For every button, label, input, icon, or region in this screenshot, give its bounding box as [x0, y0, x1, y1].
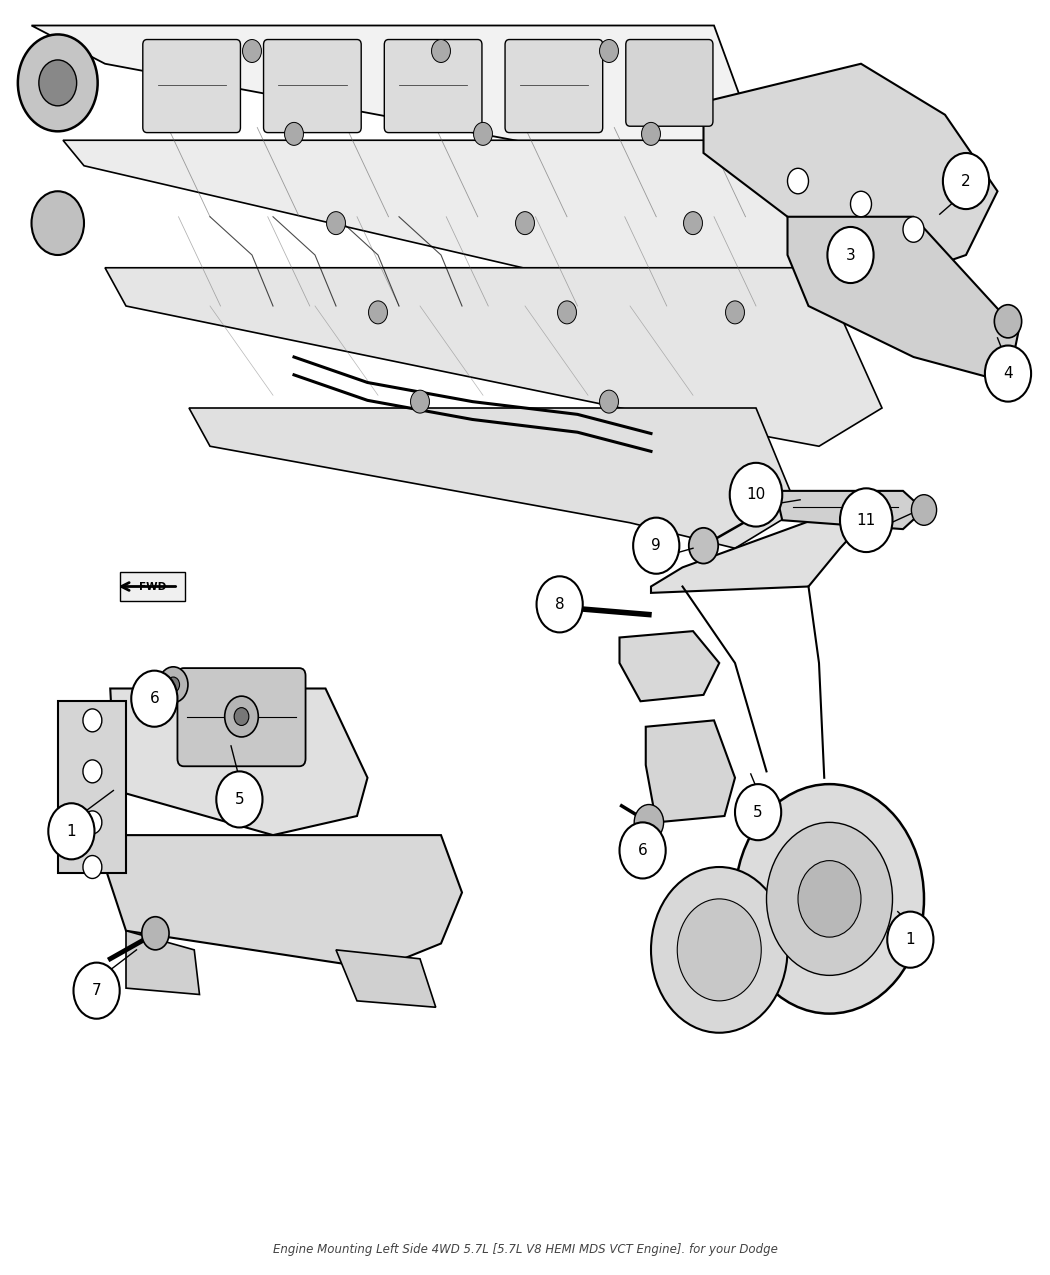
- Polygon shape: [110, 688, 368, 835]
- Circle shape: [32, 191, 84, 255]
- Text: 2: 2: [961, 173, 971, 189]
- Circle shape: [827, 227, 874, 283]
- Circle shape: [83, 811, 102, 834]
- Circle shape: [74, 963, 120, 1019]
- Circle shape: [620, 822, 666, 878]
- Circle shape: [83, 760, 102, 783]
- Text: Engine Mounting Left Side 4WD 5.7L [5.7L V8 HEMI MDS VCT Engine]. for your Dodge: Engine Mounting Left Side 4WD 5.7L [5.7L…: [273, 1243, 777, 1256]
- Polygon shape: [620, 631, 719, 701]
- Circle shape: [216, 771, 262, 827]
- Circle shape: [600, 40, 618, 62]
- Circle shape: [735, 784, 781, 840]
- Text: 10: 10: [747, 487, 765, 502]
- Text: 7: 7: [91, 983, 102, 998]
- Text: 6: 6: [149, 691, 160, 706]
- Text: 3: 3: [845, 247, 856, 263]
- Text: 9: 9: [651, 538, 662, 553]
- Text: 1: 1: [66, 824, 77, 839]
- Polygon shape: [777, 491, 924, 529]
- Circle shape: [159, 667, 188, 703]
- Circle shape: [994, 305, 1022, 338]
- Text: 8: 8: [554, 597, 565, 612]
- Polygon shape: [63, 140, 819, 306]
- Circle shape: [432, 40, 450, 62]
- Polygon shape: [105, 268, 882, 446]
- Circle shape: [411, 390, 429, 413]
- Polygon shape: [336, 950, 436, 1007]
- Polygon shape: [788, 217, 1018, 382]
- FancyBboxPatch shape: [120, 572, 185, 601]
- Circle shape: [633, 518, 679, 574]
- Polygon shape: [32, 26, 756, 166]
- Circle shape: [689, 528, 718, 564]
- Polygon shape: [651, 510, 861, 593]
- Circle shape: [142, 917, 169, 950]
- Text: 11: 11: [857, 513, 876, 528]
- Polygon shape: [189, 408, 798, 548]
- Circle shape: [840, 488, 892, 552]
- Circle shape: [677, 899, 761, 1001]
- Circle shape: [903, 217, 924, 242]
- Circle shape: [234, 708, 249, 725]
- Circle shape: [516, 212, 534, 235]
- Circle shape: [730, 463, 782, 527]
- FancyBboxPatch shape: [264, 40, 361, 133]
- Text: 6: 6: [637, 843, 648, 858]
- Text: 5: 5: [753, 805, 763, 820]
- FancyBboxPatch shape: [384, 40, 482, 133]
- Circle shape: [634, 805, 664, 840]
- Circle shape: [798, 861, 861, 937]
- Circle shape: [225, 696, 258, 737]
- Polygon shape: [105, 835, 462, 969]
- Polygon shape: [58, 701, 126, 873]
- Circle shape: [39, 60, 77, 106]
- Circle shape: [285, 122, 303, 145]
- Text: FWD: FWD: [139, 581, 166, 592]
- Circle shape: [18, 34, 98, 131]
- FancyBboxPatch shape: [626, 40, 713, 126]
- Circle shape: [943, 153, 989, 209]
- Circle shape: [850, 191, 871, 217]
- FancyBboxPatch shape: [143, 40, 240, 133]
- FancyBboxPatch shape: [177, 668, 306, 766]
- Circle shape: [83, 856, 102, 878]
- Polygon shape: [704, 64, 997, 280]
- Circle shape: [985, 346, 1031, 402]
- FancyBboxPatch shape: [505, 40, 603, 133]
- Circle shape: [369, 301, 387, 324]
- Circle shape: [735, 784, 924, 1014]
- Circle shape: [684, 212, 702, 235]
- Circle shape: [83, 709, 102, 732]
- Circle shape: [551, 595, 572, 621]
- Circle shape: [243, 40, 261, 62]
- Circle shape: [327, 212, 345, 235]
- Text: 5: 5: [234, 792, 245, 807]
- Polygon shape: [646, 720, 735, 822]
- Circle shape: [726, 301, 744, 324]
- Circle shape: [651, 867, 788, 1033]
- Circle shape: [600, 390, 618, 413]
- Circle shape: [766, 822, 892, 975]
- Circle shape: [642, 122, 660, 145]
- Circle shape: [48, 803, 94, 859]
- Circle shape: [131, 671, 177, 727]
- Circle shape: [911, 495, 937, 525]
- Circle shape: [788, 168, 808, 194]
- Polygon shape: [126, 931, 200, 994]
- Text: 1: 1: [905, 932, 916, 947]
- Circle shape: [474, 122, 492, 145]
- Circle shape: [558, 301, 576, 324]
- Circle shape: [537, 576, 583, 632]
- Circle shape: [887, 912, 933, 968]
- Text: 4: 4: [1003, 366, 1013, 381]
- Circle shape: [167, 677, 180, 692]
